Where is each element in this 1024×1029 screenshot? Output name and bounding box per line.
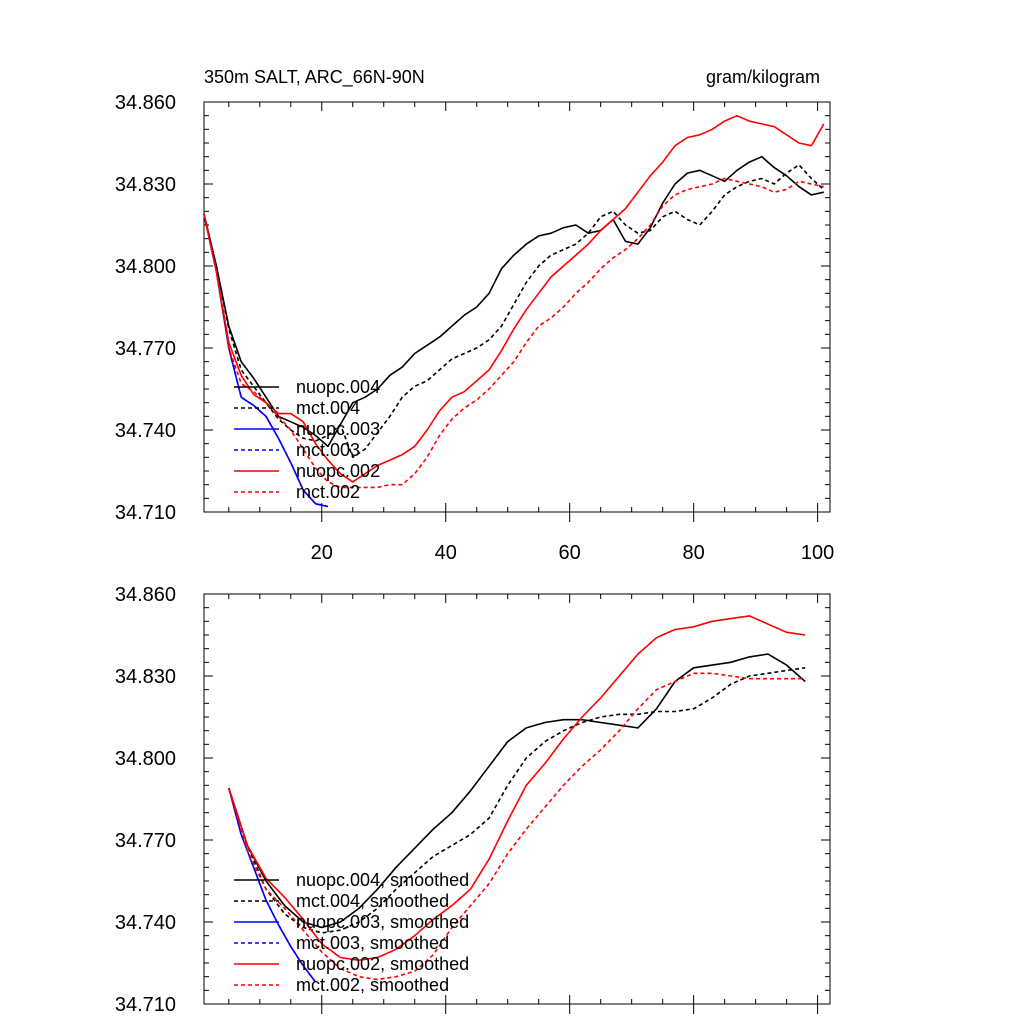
y-tick-label: 34.800 xyxy=(115,748,176,770)
y-tick-label: 34.770 xyxy=(115,830,176,852)
legend-label: nuopc.002, smoothed xyxy=(296,954,469,974)
panel-raw: 34.710 34.740 34.770 34.800 34.830 34.860 20 40… xyxy=(115,92,834,564)
x-tick-label: 60 xyxy=(559,542,581,564)
y-tick-label: 34.740 xyxy=(115,420,176,442)
legend-label: mct.004, smoothed xyxy=(296,891,449,911)
x-tick-label: 80 xyxy=(683,542,705,564)
legend-label: nuopc.004, smoothed xyxy=(296,870,469,890)
legend-label: mct.002, smoothed xyxy=(296,975,449,995)
chart-title: 350m SALT, ARC_66N-90N xyxy=(204,67,425,88)
series-line-mct-003 xyxy=(203,213,329,508)
series-line-mct-002 xyxy=(203,177,824,489)
y-tick-label: 34.830 xyxy=(115,666,176,688)
y-tick-label: 34.800 xyxy=(115,256,176,278)
series-line-nuopc-002-smoothed xyxy=(228,615,806,962)
legend-label: nuopc.004 xyxy=(296,377,380,397)
legend-label: mct.002 xyxy=(296,482,360,502)
y-tick-label: 34.770 xyxy=(115,338,176,360)
x-tick-label: 40 xyxy=(435,542,457,564)
legend-label: nuopc.003 xyxy=(296,419,380,439)
y-tick-label: 34.830 xyxy=(115,174,176,196)
series-line-mct-002-smoothed xyxy=(228,672,806,981)
legend-label: mct.004 xyxy=(296,398,360,418)
panel-smoothed: 34.710 34.740 34.770 34.800 34.830 34.860 nuop… xyxy=(115,584,831,1016)
series-line-nuopc-002 xyxy=(203,114,825,483)
y-tick-label: 34.740 xyxy=(115,912,176,934)
y-tick-label: 34.710 xyxy=(115,502,176,524)
legend-label: mct.003, smoothed xyxy=(296,933,449,953)
legend-label: nuopc.002 xyxy=(296,461,380,481)
y-tick-label: 34.860 xyxy=(115,584,176,606)
series-line-mct-003-smoothed xyxy=(228,787,317,983)
series-line-mct-004-smoothed xyxy=(228,667,806,934)
series-line-nuopc-004-smoothed xyxy=(228,653,806,929)
y-tick-label: 34.710 xyxy=(115,994,176,1016)
x-tick-label: 20 xyxy=(311,542,333,564)
x-tick-label: 100 xyxy=(801,542,834,564)
chart-units: gram/kilogram xyxy=(706,67,820,87)
legend-label: mct.003 xyxy=(296,440,360,460)
legend-label: nuopc.003, smoothed xyxy=(296,912,469,932)
y-tick-label: 34.860 xyxy=(115,92,176,114)
